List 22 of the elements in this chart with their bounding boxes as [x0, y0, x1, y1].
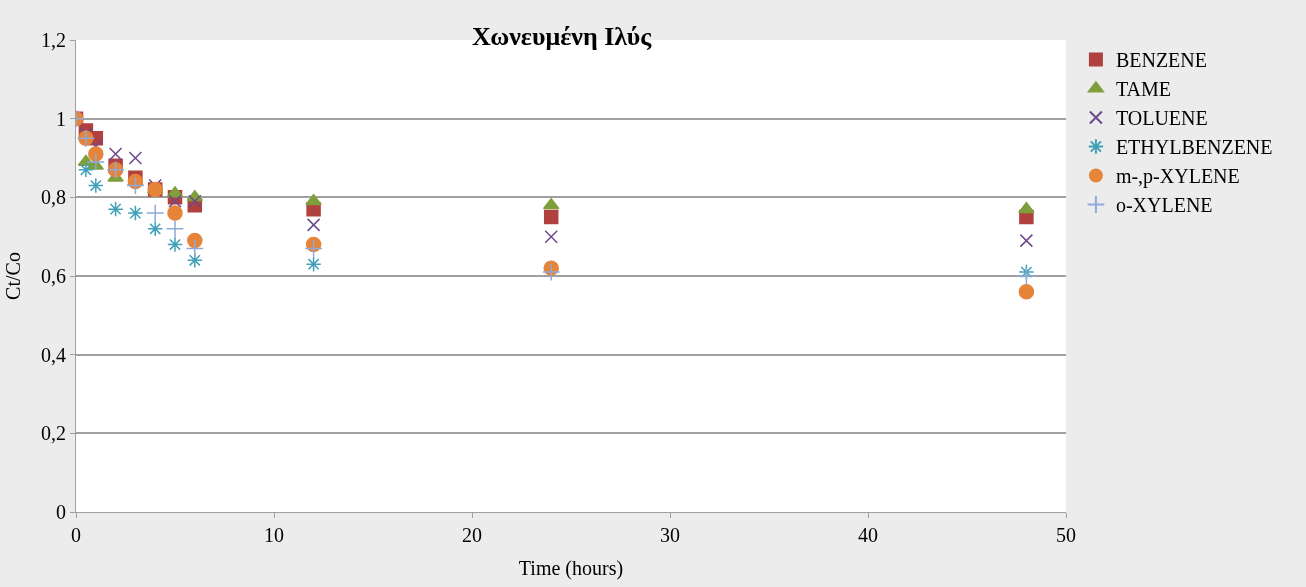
legend-label: ETHYLBENZENE — [1115, 136, 1273, 159]
y-tick-label: 0,6 — [41, 265, 66, 287]
legend-label: m-,p-XYLENE — [1115, 165, 1240, 189]
x-tick-label: 40 — [858, 524, 878, 546]
y-tick-label: 1 — [56, 107, 66, 130]
chart-title: Χωνευμένη Ιλύς — [471, 21, 653, 51]
x-tick-label: 0 — [71, 524, 81, 546]
y-tick-label: 0,4 — [41, 343, 66, 366]
y-tick-label: 0 — [56, 501, 66, 523]
legend-label: BENZENE — [1115, 49, 1207, 72]
y-tick-label: 0,8 — [41, 186, 66, 209]
x-tick-label: 20 — [462, 524, 482, 546]
x-axis-title: Time (hours) — [518, 556, 624, 580]
y-tick-label: 1,2 — [41, 29, 66, 51]
legend-label: TAME — [1115, 78, 1171, 101]
x-tick-label: 10 — [264, 524, 284, 546]
x-tick-label: 50 — [1056, 524, 1076, 546]
y-axis-title: Ct/Co — [1, 252, 24, 300]
y-tick-label: 0,2 — [41, 422, 66, 445]
x-tick-label: 30 — [660, 524, 680, 546]
legend-label: o-XYLENE — [1115, 194, 1213, 217]
legend-label: TOLUENE — [1115, 107, 1208, 130]
